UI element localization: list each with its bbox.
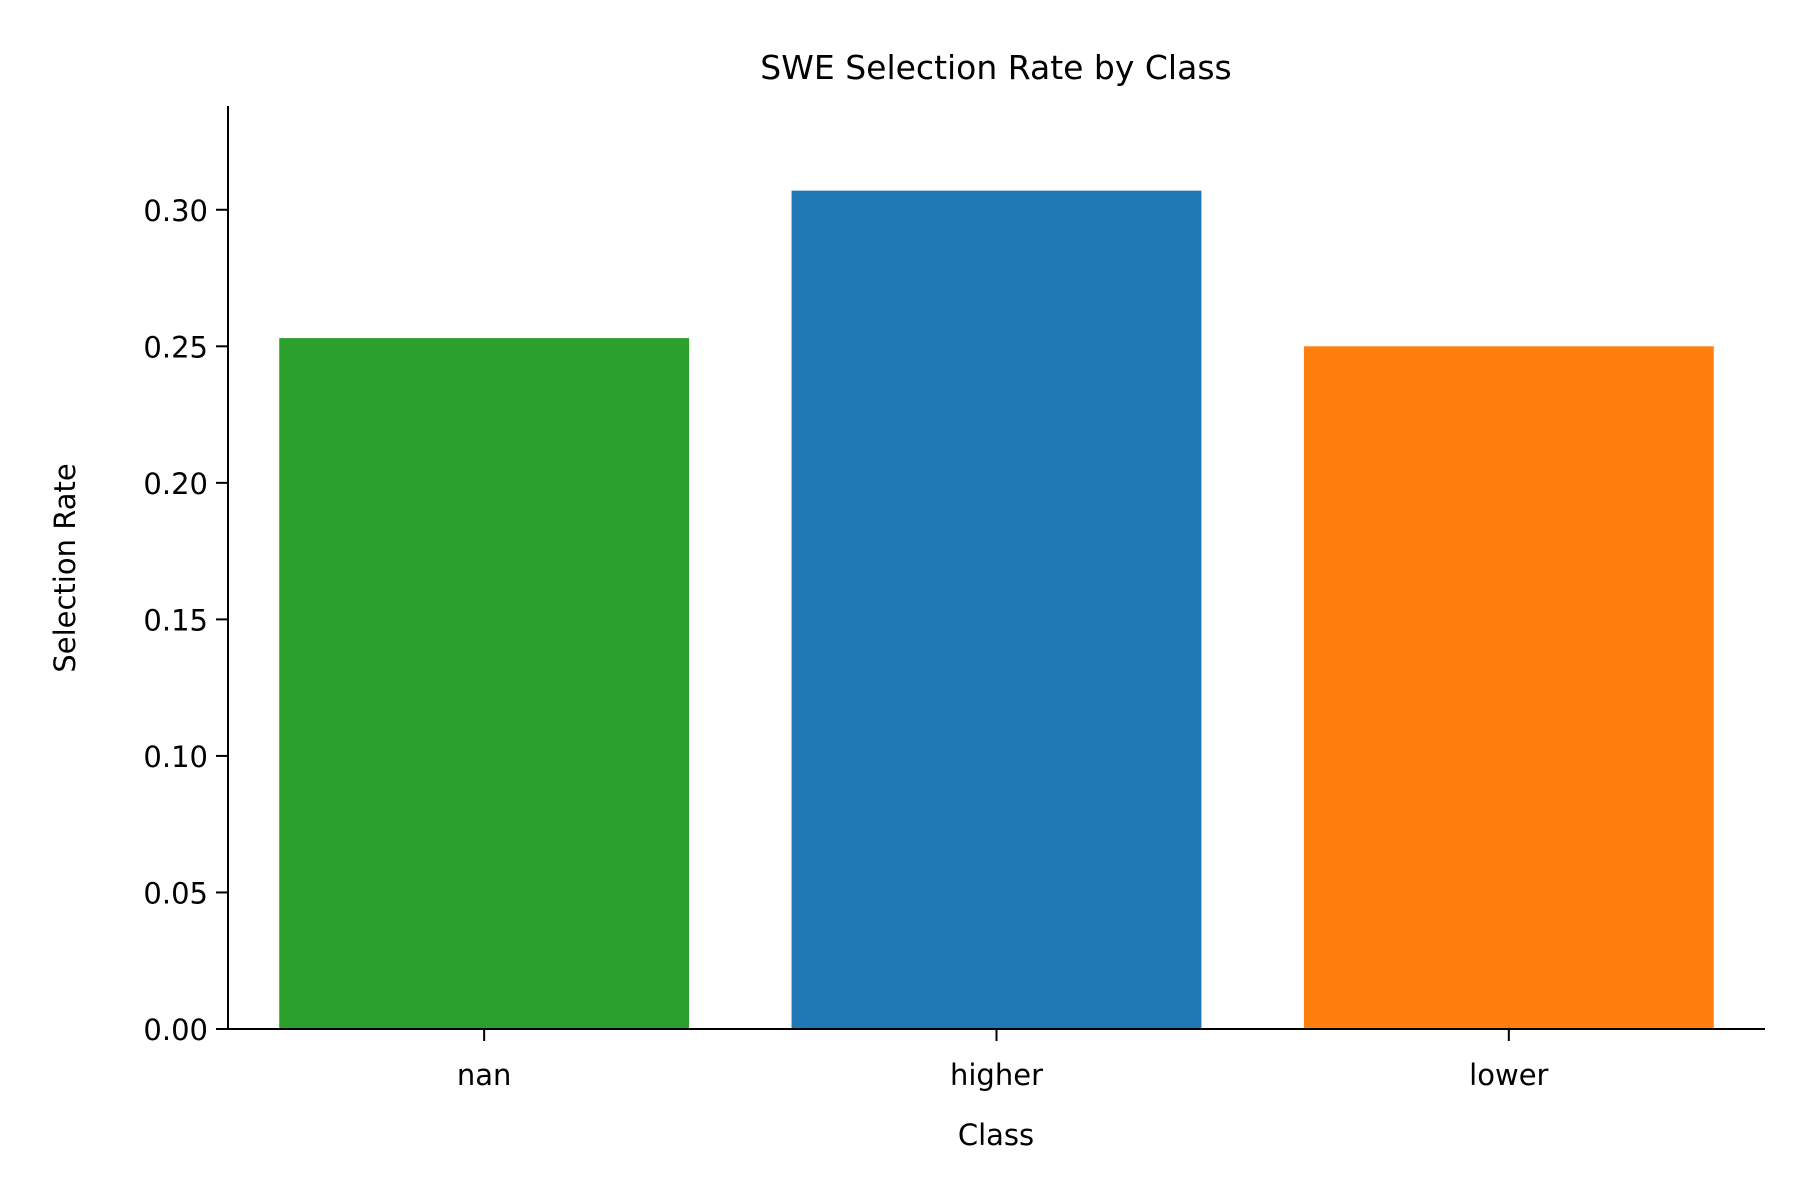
x-axis-label: Class [958, 1118, 1034, 1152]
x-tick-label: higher [950, 1058, 1043, 1092]
y-tick-label: 0.15 [143, 603, 208, 637]
y-axis-label: Selection Rate [48, 463, 82, 672]
y-tick-label: 0.20 [143, 467, 208, 501]
chart-title: SWE Selection Rate by Class [760, 48, 1231, 87]
bar-lower [1303, 346, 1714, 1029]
bars-group [279, 190, 1714, 1030]
x-tick-label: nan [457, 1058, 512, 1092]
y-axis-ticks: 0.00 0.05 0.10 0.15 0.20 0.25 0.30 [143, 194, 228, 1047]
y-tick-label: 0.05 [143, 876, 208, 910]
y-tick-label: 0.30 [143, 194, 208, 228]
bar-higher [791, 190, 1202, 1030]
y-tick-label: 0.25 [143, 330, 208, 364]
x-axis-ticks: nan higher lower [457, 1029, 1549, 1092]
bar-nan [279, 338, 690, 1030]
x-tick-label: lower [1469, 1058, 1548, 1092]
y-tick-label: 0.00 [143, 1013, 208, 1047]
y-tick-label: 0.10 [143, 740, 208, 774]
